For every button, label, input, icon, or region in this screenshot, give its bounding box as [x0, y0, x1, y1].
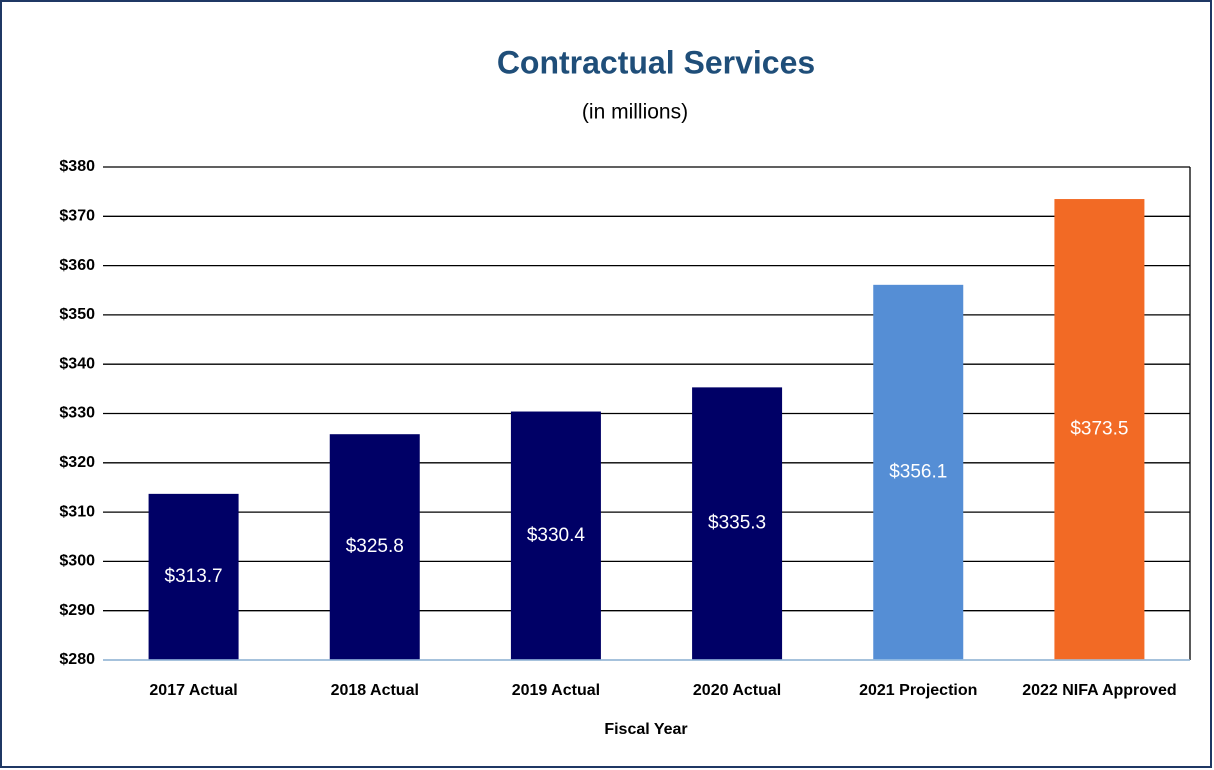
data-label: $335.3: [708, 513, 766, 534]
data-label: $373.5: [1070, 419, 1128, 440]
x-tick-label: 2017 Actual: [149, 682, 237, 699]
x-tick-label: 2022 NIFA Approved: [1022, 682, 1176, 699]
data-label: $325.8: [346, 536, 404, 557]
data-label: $313.7: [165, 566, 223, 587]
x-tick-label: 2019 Actual: [512, 682, 600, 699]
x-axis-label: Fiscal Year: [604, 721, 687, 738]
y-tick-label: $370: [59, 208, 95, 225]
y-tick-label: $290: [59, 602, 95, 619]
chart-subtitle: (in millions): [582, 101, 688, 124]
y-tick-label: $320: [59, 454, 95, 471]
data-label: $330.4: [527, 525, 586, 546]
y-tick-label: $330: [59, 405, 95, 422]
bar: [510, 411, 601, 660]
bar: [329, 434, 420, 660]
chart-title: Contractual Services: [497, 44, 815, 80]
data-label: $356.1: [889, 461, 947, 482]
x-tick-label: 2018 Actual: [331, 682, 419, 699]
x-tick-label: 2020 Actual: [693, 682, 781, 699]
y-tick-label: $350: [59, 306, 95, 323]
y-tick-label: $310: [59, 503, 95, 520]
bar: [873, 284, 964, 660]
y-tick-label: $300: [59, 553, 95, 570]
y-tick-label: $380: [59, 158, 95, 175]
y-tick-label: $340: [59, 355, 95, 372]
bar: [148, 493, 239, 660]
y-tick-label: $280: [59, 651, 95, 668]
x-tick-label: 2021 Projection: [859, 682, 977, 699]
y-tick-label: $360: [59, 257, 95, 274]
bar: [692, 387, 783, 660]
bar: [1054, 199, 1145, 661]
